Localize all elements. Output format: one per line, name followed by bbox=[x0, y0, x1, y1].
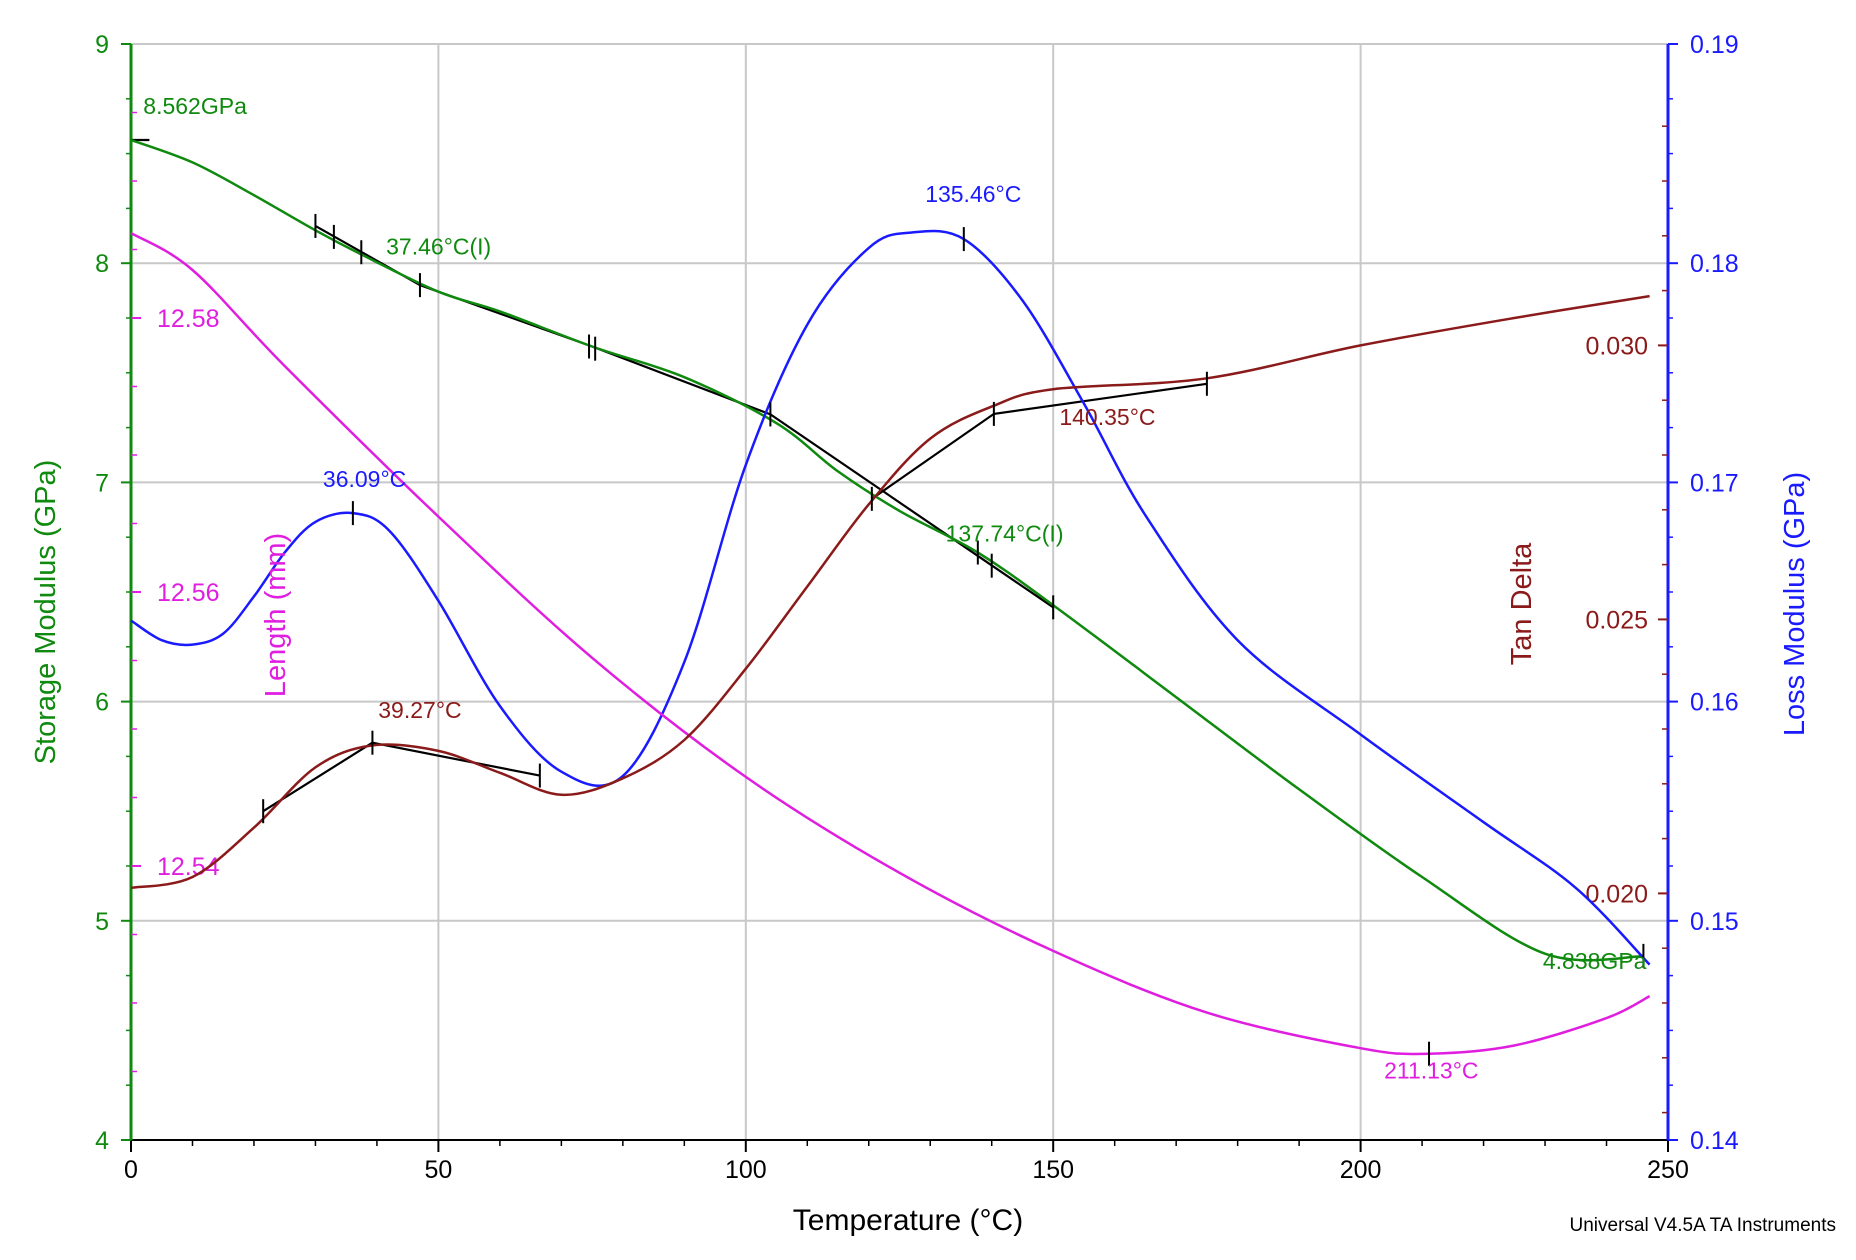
x-tick-label: 100 bbox=[725, 1156, 767, 1184]
length-tick-label: 12.58 bbox=[157, 305, 220, 333]
loss-tick-label: 0.15 bbox=[1690, 908, 1739, 936]
loss-tick-label: 0.16 bbox=[1690, 689, 1739, 717]
data-label: 137.74°C(I) bbox=[946, 521, 1064, 547]
construction-lines bbox=[131, 138, 1208, 813]
loss-tick-label: 0.18 bbox=[1690, 250, 1739, 278]
x-tick-label: 200 bbox=[1340, 1156, 1382, 1184]
storage-tick-label: 7 bbox=[95, 469, 109, 497]
grid bbox=[131, 43, 1668, 1140]
data-label: 135.46°C bbox=[925, 181, 1021, 207]
right-axis-label-loss: Loss Modulus (GPa) bbox=[1779, 472, 1811, 736]
loss-tick-label: 0.19 bbox=[1690, 31, 1739, 59]
loss-tick-label: 0.17 bbox=[1690, 469, 1739, 497]
left-axis-label-length: Length (mm) bbox=[260, 533, 292, 697]
data-label: 36.09°C bbox=[323, 466, 406, 492]
construction-line bbox=[591, 345, 1054, 609]
storage-tick-label: 5 bbox=[95, 908, 109, 936]
footer-credit: Universal V4.5A TA Instruments bbox=[1570, 1215, 1836, 1236]
data-label: 39.27°C bbox=[378, 697, 461, 723]
storage-tick-label: 4 bbox=[95, 1127, 109, 1155]
series-line-storage-modulus bbox=[130, 138, 1644, 962]
right-axis-label-tandelta: Tan Delta bbox=[1506, 542, 1538, 665]
storage-tick-label: 6 bbox=[95, 689, 109, 717]
tandelta-tick-label: 0.025 bbox=[1585, 606, 1648, 634]
data-label: 37.46°C(I) bbox=[386, 233, 491, 259]
x-tick-label: 50 bbox=[424, 1156, 452, 1184]
x-tick-label: 250 bbox=[1647, 1156, 1689, 1184]
annotations: 8.562GPa 37.46°C(I) 137.74°C(I) 4.838GPa 135… bbox=[143, 93, 1646, 1083]
axes: 0 50 100 150 200 25045678912.5412.5612.580.14… bbox=[95, 31, 1739, 1184]
series-line-loss-modulus bbox=[130, 229, 1651, 966]
storage-tick-label: 8 bbox=[95, 250, 109, 278]
x-tick-label: 150 bbox=[1032, 1156, 1074, 1184]
left-axis-label-storage: Storage Modulus (GPa) bbox=[30, 460, 62, 765]
x-axis-label: Temperature (°C) bbox=[793, 1204, 1023, 1237]
series-line-length bbox=[130, 232, 1651, 1056]
data-label: 140.35°C bbox=[1059, 404, 1155, 430]
series bbox=[130, 138, 1651, 1056]
data-label: 4.838GPa bbox=[1543, 948, 1647, 974]
markers bbox=[262, 213, 1645, 1066]
length-tick-label: 12.56 bbox=[157, 579, 220, 607]
loss-tick-label: 0.14 bbox=[1690, 1127, 1739, 1155]
series-line-tan-delta bbox=[130, 294, 1650, 890]
data-label: 8.562GPa bbox=[143, 93, 247, 119]
data-label: 211.13°C bbox=[1384, 1057, 1478, 1083]
x-tick-label: 0 bbox=[124, 1156, 138, 1184]
storage-tick-label: 9 bbox=[95, 31, 109, 59]
tandelta-tick-label: 0.020 bbox=[1585, 880, 1648, 908]
tandelta-tick-label: 0.030 bbox=[1585, 332, 1648, 360]
